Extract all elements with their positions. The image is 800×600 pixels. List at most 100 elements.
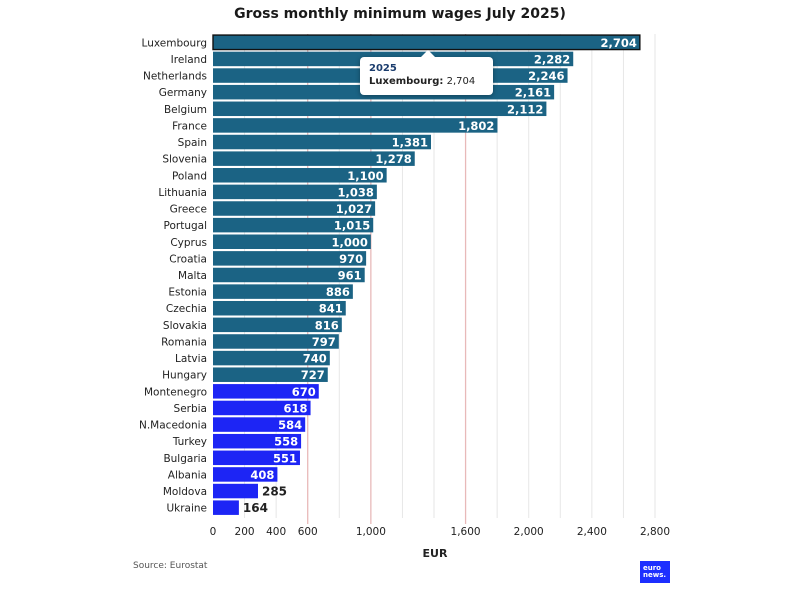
tooltip-year: 2025 bbox=[369, 63, 397, 74]
bar[interactable] bbox=[213, 384, 319, 399]
category-labels: Luxembourg Ireland Netherlands Germany Belgi… bbox=[139, 37, 207, 514]
category-label: Estonia bbox=[168, 287, 207, 299]
bar[interactable] bbox=[213, 267, 365, 283]
logo-line1: euro bbox=[643, 564, 661, 572]
category-label: Lithuania bbox=[158, 187, 207, 199]
value-label: 2,161 bbox=[515, 86, 551, 100]
value-label: 618 bbox=[284, 401, 308, 415]
category-label: Portugal bbox=[164, 220, 208, 232]
value-label: 164 bbox=[243, 501, 268, 515]
category-label: Romania bbox=[161, 336, 207, 348]
bar[interactable] bbox=[213, 500, 239, 515]
value-label: 1,802 bbox=[458, 119, 494, 133]
value-label: 1,015 bbox=[334, 219, 370, 233]
bar[interactable] bbox=[213, 483, 258, 499]
category-label: France bbox=[172, 120, 207, 132]
value-label: 740 bbox=[303, 352, 327, 366]
bar[interactable] bbox=[213, 118, 498, 133]
value-label: 961 bbox=[338, 268, 362, 282]
category-label: Albania bbox=[168, 469, 207, 481]
category-label: Turkey bbox=[172, 436, 207, 448]
x-tick-label: 600 bbox=[298, 526, 318, 538]
value-label: 584 bbox=[278, 418, 302, 432]
x-tick-label: 0 bbox=[210, 526, 217, 538]
x-tick-label: 1,000 bbox=[356, 526, 386, 538]
bar[interactable] bbox=[213, 151, 415, 166]
category-label: Germany bbox=[159, 87, 207, 99]
category-label: Luxembourg bbox=[142, 37, 207, 49]
value-label: 1,038 bbox=[337, 185, 373, 199]
bar[interactable] bbox=[212, 34, 641, 51]
category-label: Greece bbox=[170, 204, 207, 216]
value-label: 797 bbox=[312, 335, 336, 349]
value-label: 558 bbox=[274, 435, 298, 449]
x-tick-label: 2,400 bbox=[577, 526, 607, 538]
value-label: 1,278 bbox=[375, 152, 411, 166]
value-label: 2,704 bbox=[600, 36, 636, 50]
x-axis-ticks: 0 200 400 600 1,000 1,600 2,000 2,400 2,800 bbox=[210, 526, 670, 538]
bar[interactable] bbox=[213, 450, 300, 466]
value-label: 1,381 bbox=[392, 136, 428, 150]
x-tick-label: 400 bbox=[266, 526, 286, 538]
bar[interactable] bbox=[213, 134, 432, 150]
value-label: 841 bbox=[319, 302, 343, 316]
bar[interactable] bbox=[213, 201, 376, 216]
bar[interactable] bbox=[213, 417, 306, 432]
category-label: N.Macedonia bbox=[139, 420, 207, 432]
logo-line2: news. bbox=[643, 571, 667, 579]
category-label: Latvia bbox=[175, 353, 207, 365]
bar[interactable] bbox=[213, 184, 377, 200]
value-label: 886 bbox=[326, 285, 350, 299]
category-label: Czechia bbox=[166, 303, 207, 315]
category-label: Bulgaria bbox=[163, 453, 207, 465]
category-label: Ireland bbox=[171, 54, 207, 66]
bar[interactable] bbox=[213, 433, 302, 449]
value-label: 2,246 bbox=[528, 69, 564, 83]
x-tick-label: 1,600 bbox=[451, 526, 481, 538]
category-label: Slovakia bbox=[163, 320, 207, 332]
tooltip: 2025 Luxembourg: 2,704 bbox=[360, 50, 493, 95]
tooltip-label: Luxembourg: bbox=[369, 76, 444, 87]
bar[interactable] bbox=[213, 367, 328, 382]
category-label: Hungary bbox=[162, 370, 207, 382]
euronews-logo[interactable]: euro news. bbox=[640, 561, 670, 583]
value-label: 1,100 bbox=[347, 169, 383, 183]
value-label: 1,000 bbox=[331, 235, 367, 249]
x-tick-label: 2,800 bbox=[640, 526, 670, 538]
tooltip-value: 2,704 bbox=[446, 76, 476, 87]
category-label: Montenegro bbox=[144, 386, 207, 398]
value-label: 2,282 bbox=[534, 52, 570, 66]
bar[interactable] bbox=[213, 400, 311, 416]
value-label: 670 bbox=[292, 385, 316, 399]
value-labels: 2,704 2,282 2,246 2,161 2,112 1,802 1,381 1,278… bbox=[243, 36, 637, 515]
category-label: Cyprus bbox=[170, 237, 207, 249]
category-label: Moldova bbox=[163, 486, 207, 498]
bar[interactable] bbox=[213, 234, 371, 250]
chart-title: Gross monthly minimum wages July 2025) bbox=[234, 6, 566, 22]
bar[interactable] bbox=[213, 350, 330, 366]
tooltip-line: Luxembourg: 2,704 bbox=[369, 75, 484, 88]
category-label: Belgium bbox=[164, 104, 207, 116]
value-label: 285 bbox=[262, 485, 287, 499]
bar[interactable] bbox=[213, 251, 367, 266]
bar[interactable] bbox=[213, 168, 387, 183]
category-label: Netherlands bbox=[143, 71, 207, 83]
tooltip-arrow bbox=[421, 50, 435, 57]
bar[interactable] bbox=[213, 300, 346, 316]
value-label: 816 bbox=[315, 318, 339, 332]
bar[interactable] bbox=[213, 101, 547, 117]
bar[interactable] bbox=[213, 217, 374, 233]
category-label: Ukraine bbox=[166, 503, 207, 515]
bar[interactable] bbox=[213, 334, 339, 349]
bar[interactable] bbox=[213, 284, 353, 299]
bar[interactable] bbox=[213, 467, 278, 482]
bar[interactable] bbox=[213, 317, 342, 333]
value-label: 408 bbox=[250, 468, 274, 482]
value-label: 1,027 bbox=[336, 202, 372, 216]
category-label: Poland bbox=[172, 170, 207, 182]
x-tick-label: 200 bbox=[235, 526, 255, 538]
value-label: 970 bbox=[339, 252, 363, 266]
x-axis-title: EUR bbox=[423, 547, 448, 560]
category-label: Croatia bbox=[169, 253, 207, 265]
category-label: Spain bbox=[178, 137, 207, 149]
